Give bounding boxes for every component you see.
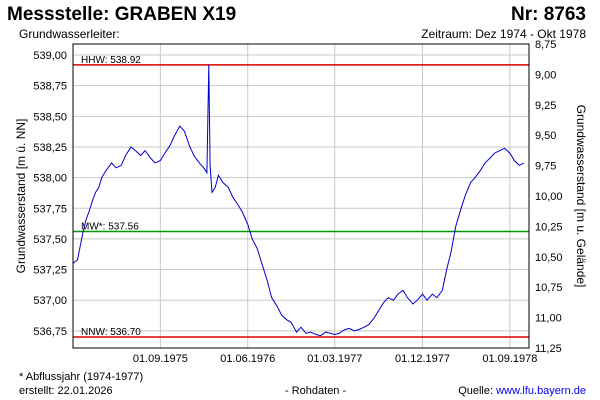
y-tick-label: 538,50 bbox=[33, 111, 67, 123]
period-label: Zeitraum: Dez 1974 - Okt 1978 bbox=[421, 27, 586, 41]
y-tick-label: 537,75 bbox=[33, 203, 67, 215]
y2-tick-label: 10,25 bbox=[535, 221, 563, 233]
x-tick-label: 01.12.1977 bbox=[395, 353, 450, 365]
y2-tick-label: 10,50 bbox=[535, 252, 563, 264]
y2-tick-label: 10,75 bbox=[535, 282, 563, 294]
y2-tick-label: 11,00 bbox=[535, 313, 562, 325]
raw-data-label: - Rohdaten - bbox=[285, 385, 347, 397]
x-tick-label: 01.06.1976 bbox=[220, 353, 275, 365]
reference-label: HHW: 538.92 bbox=[81, 55, 141, 66]
y2-tick-label: 9,00 bbox=[535, 69, 556, 81]
aquifer-label: Grundwasserleiter: bbox=[19, 27, 120, 41]
reference-label: MW*: 537.56 bbox=[81, 222, 139, 233]
source-prefix: Quelle: bbox=[458, 385, 497, 397]
y2-tick-label: 11,25 bbox=[535, 343, 562, 355]
y2-tick-label: 9,25 bbox=[535, 100, 556, 112]
y2-tick-label: 9,50 bbox=[535, 130, 556, 142]
y2-tick-label: 9,75 bbox=[535, 161, 556, 173]
y-axis-title: Grundwasserstand [m ü. NN] bbox=[14, 119, 28, 274]
y-tick-label: 537,00 bbox=[33, 295, 67, 307]
series-line bbox=[72, 64, 525, 337]
y-tick-label: 538,00 bbox=[33, 173, 67, 185]
source-link[interactable]: www.lfu.bayern.de bbox=[496, 385, 586, 397]
x-tick-label: 01.09.1975 bbox=[133, 353, 188, 365]
y-tick-label: 536,75 bbox=[33, 326, 67, 338]
y2-axis-title: Grundwasserstand [m u. Gelände] bbox=[574, 105, 588, 288]
y2-tick-label: 8,75 bbox=[535, 39, 556, 51]
station-number: Nr: 8763 bbox=[511, 4, 586, 25]
reference-label: NNW: 536.70 bbox=[81, 327, 141, 338]
x-tick-label: 01.09.1978 bbox=[482, 353, 537, 365]
y-tick-label: 538,75 bbox=[33, 81, 67, 93]
plot-frame bbox=[72, 43, 530, 349]
y-tick-label: 539,00 bbox=[33, 50, 67, 62]
created-date: erstellt: 22.01.2026 bbox=[19, 385, 113, 397]
y-tick-label: 538,25 bbox=[33, 142, 67, 154]
footnote: * Abflussjahr (1974-1977) bbox=[19, 371, 144, 383]
y-tick-label: 537,25 bbox=[33, 265, 67, 277]
station-title: Messstelle: GRABEN X19 bbox=[7, 4, 237, 25]
x-tick-label: 01.03.1977 bbox=[307, 353, 362, 365]
y2-tick-label: 10,00 bbox=[535, 191, 563, 203]
y-tick-label: 537,50 bbox=[33, 234, 67, 246]
source-label: Quelle: www.lfu.bayern.de bbox=[458, 385, 586, 397]
